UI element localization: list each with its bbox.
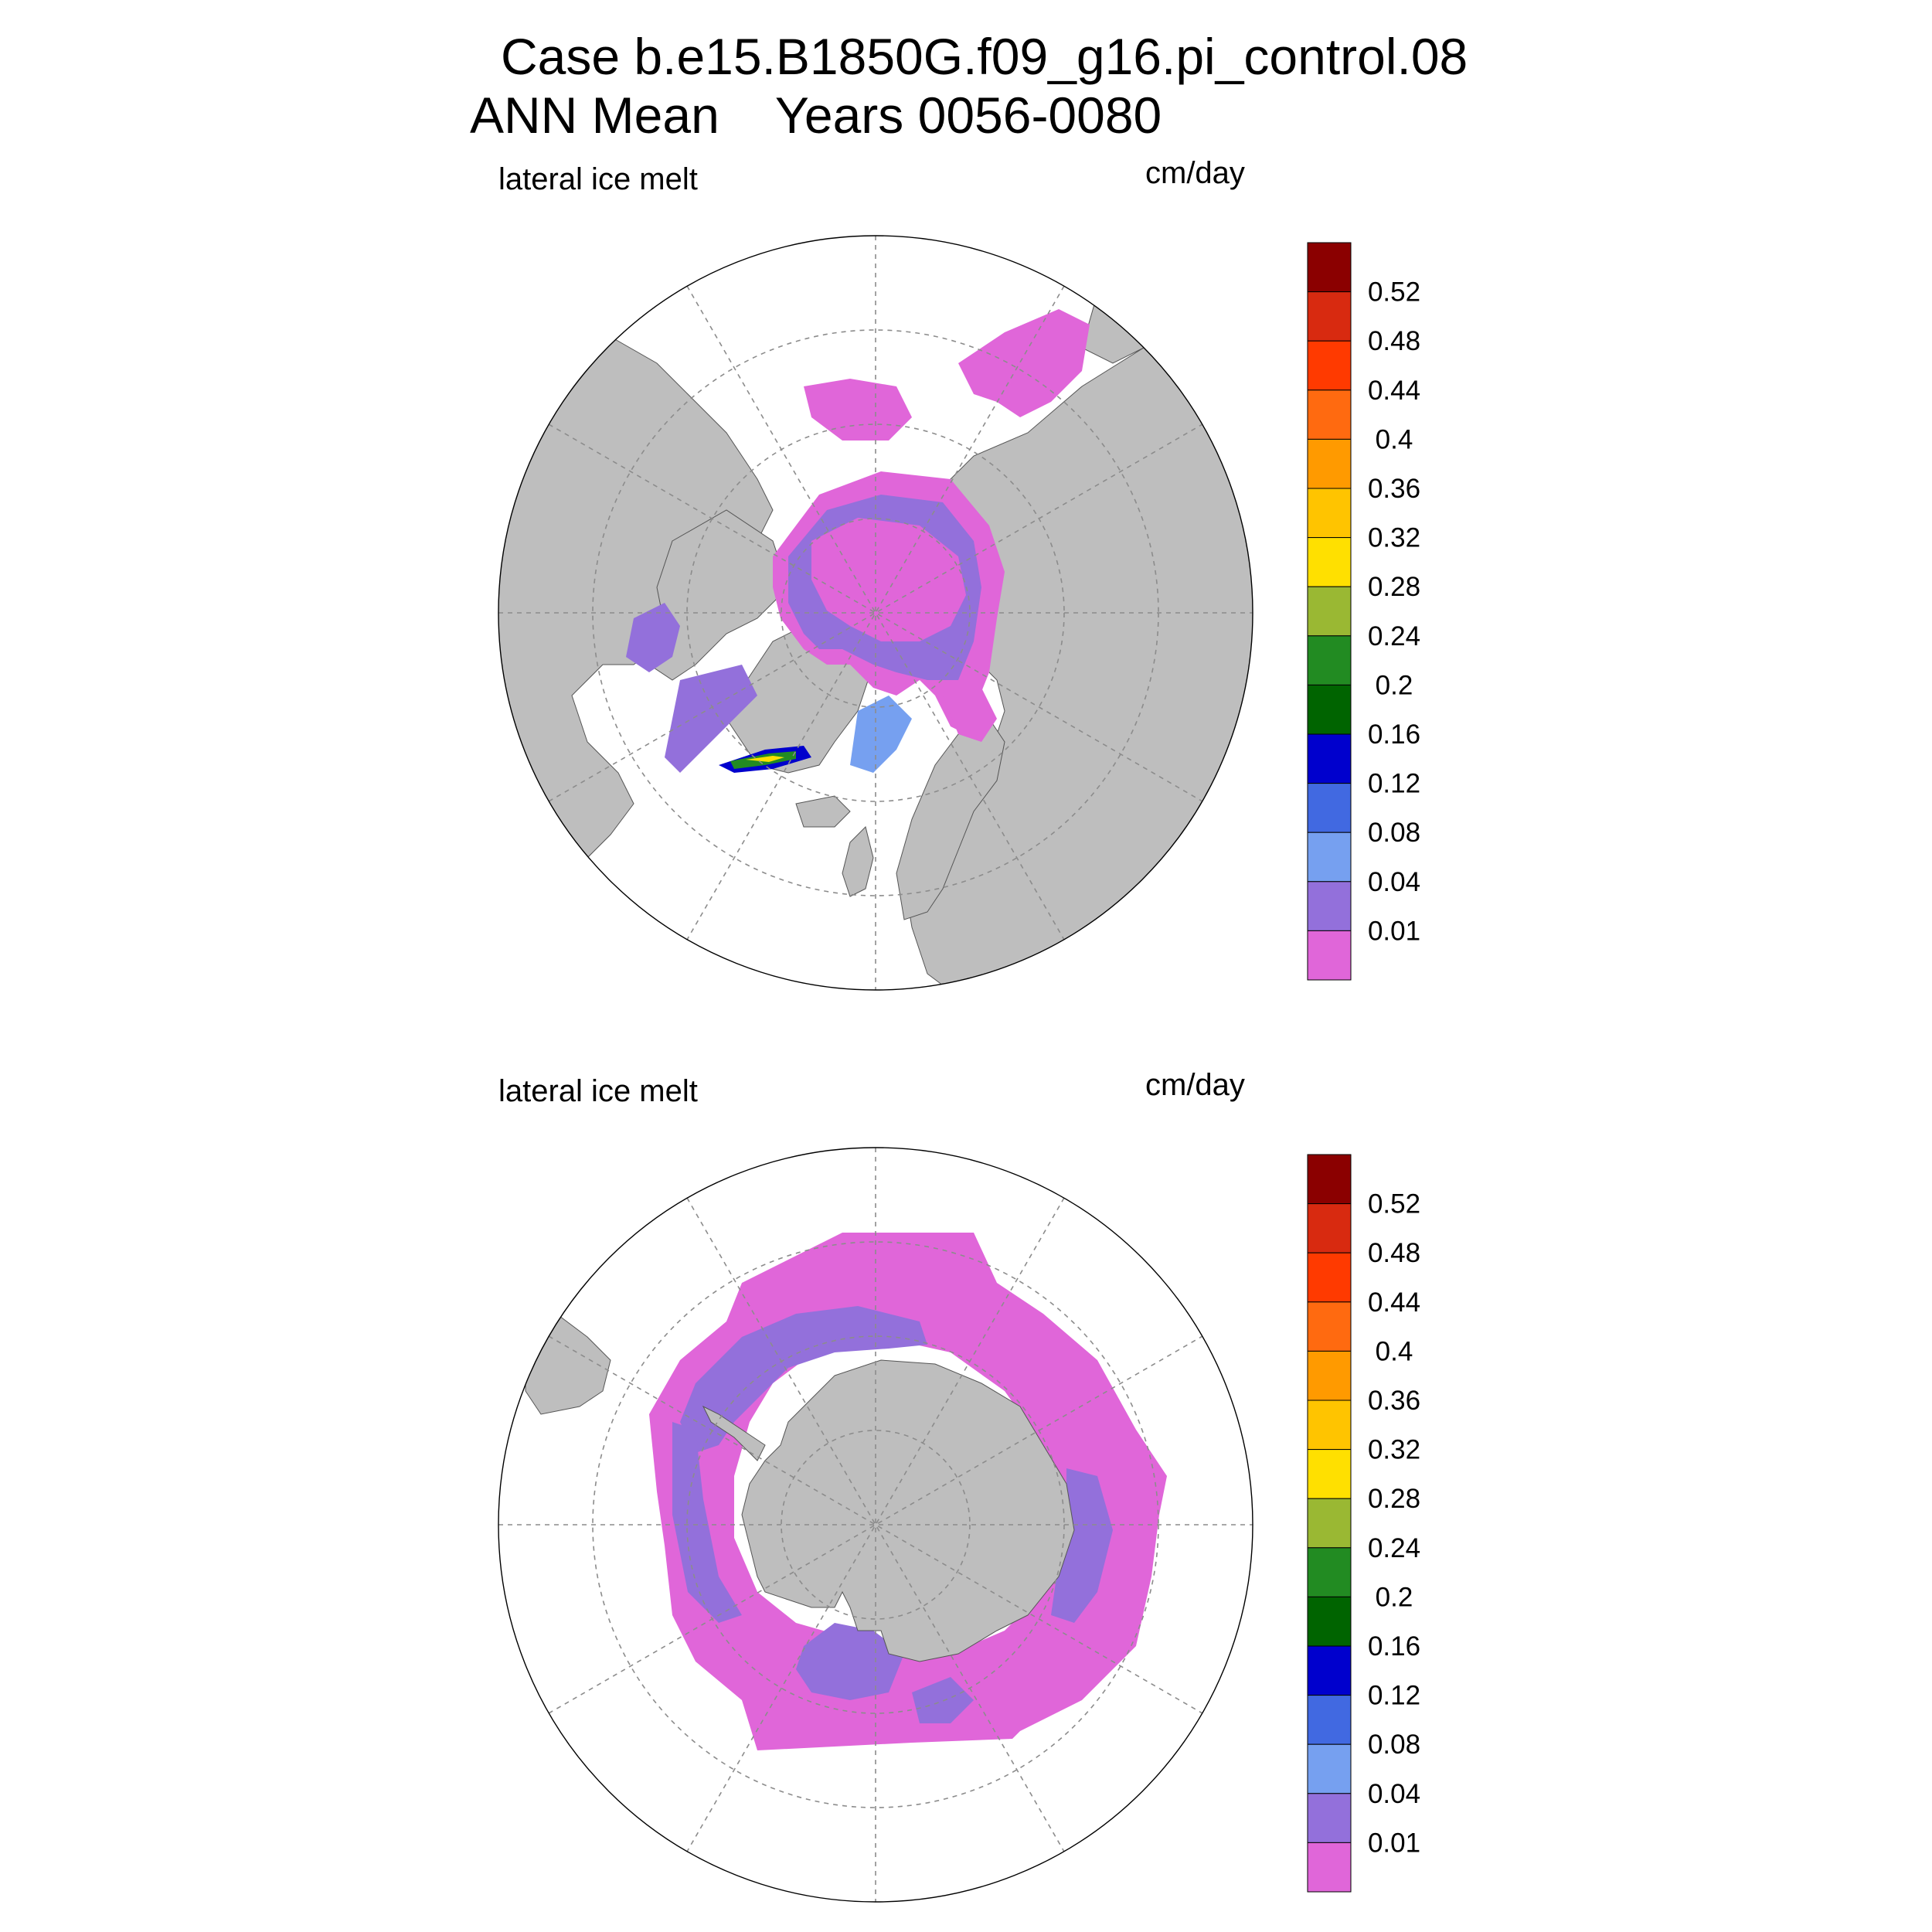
south-ice-purple-southeast <box>912 1677 974 1723</box>
north-colorbar-box <box>1307 340 1352 391</box>
north-colorbar-box <box>1307 733 1352 784</box>
north-colorbar-tick-label: 0.01 <box>1368 916 1420 946</box>
south-land-antarctica <box>741 1359 1075 1662</box>
north-land-iceland <box>795 795 851 828</box>
north-ice-central-pink <box>811 518 966 641</box>
north-colorbar-box <box>1307 242 1352 293</box>
north-colorbar-box <box>1307 684 1352 735</box>
south-colorbar-tick-label: 0.04 <box>1368 1779 1420 1809</box>
north-colorbar-box <box>1307 291 1352 342</box>
north-colorbar-box <box>1307 586 1352 637</box>
north-colorbar-box <box>1307 881 1352 931</box>
north-land-british-isles <box>842 826 874 897</box>
north-colorbar-tick-label: 0.24 <box>1368 621 1420 651</box>
north-ice-melt-band-yellow <box>746 756 784 762</box>
north-panel-units-label: cm/day <box>1145 156 1245 190</box>
north-ice-barents-pink <box>943 688 997 742</box>
south-colorbar-tick-label: 0.16 <box>1368 1631 1420 1662</box>
south-colorbar-box <box>1307 1793 1352 1843</box>
south-map-border <box>498 1147 1253 1903</box>
south-ice-purple-west <box>672 1422 742 1623</box>
south-colorbar-box <box>1307 1400 1352 1451</box>
north-ice-hudson-purple <box>626 603 680 672</box>
north-colorbar-box <box>1307 635 1352 685</box>
north-colorbar-tick-label: 0.08 <box>1368 818 1420 848</box>
south-colorbar-tick-label: 0.28 <box>1368 1484 1420 1514</box>
south-colorbar-box <box>1307 1695 1352 1745</box>
north-colorbar-tick-label: 0.48 <box>1368 326 1420 356</box>
north-map-border <box>498 235 1253 991</box>
south-panel-units-label: cm/day <box>1145 1068 1245 1102</box>
south-graticule <box>498 1148 1253 1902</box>
north-colorbar-box <box>1307 537 1352 587</box>
south-colorbar-tick-label: 0.44 <box>1368 1287 1420 1318</box>
north-colorbar-tick-label: 0.36 <box>1368 474 1420 504</box>
south-colorbar-tick-label: 0.36 <box>1368 1386 1420 1416</box>
south-colorbar-box <box>1307 1301 1352 1352</box>
south-colorbar-tick-label: 0.01 <box>1368 1828 1420 1858</box>
north-colorbar-tick-label: 0.4 <box>1376 424 1413 454</box>
north-ice-okhotsk-pink <box>804 379 912 440</box>
south-colorbar-box <box>1307 1154 1352 1205</box>
south-colorbar-box <box>1307 1842 1352 1893</box>
north-ice-labrador-purple <box>665 665 757 773</box>
north-colorbar-tick-label: 0.04 <box>1368 867 1420 897</box>
north-graticule <box>498 236 1253 990</box>
south-land-peninsula <box>702 1405 766 1461</box>
north-colorbar-box <box>1307 832 1352 883</box>
south-colorbar-box <box>1307 1203 1352 1253</box>
south-ice-purple-ross <box>796 1623 904 1700</box>
south-colorbar-tick-label: 0.4 <box>1376 1336 1413 1366</box>
figure-title-line-1: Case b.e15.B1850G.f09_g16.pi_control.08 <box>501 28 1468 85</box>
south-panel-variable-label: lateral ice melt <box>498 1074 698 1108</box>
figure-title-line-2: ANN Mean Years 0056-0080 <box>470 87 1162 144</box>
south-colorbar-tick-label: 0.52 <box>1368 1189 1420 1219</box>
south-polar-map <box>498 1147 1253 1903</box>
south-colorbar-box <box>1307 1547 1352 1597</box>
north-colorbar-tick-label: 0.32 <box>1368 523 1420 553</box>
north-land-scandinavia <box>896 718 1005 920</box>
north-colorbar-box <box>1307 488 1352 539</box>
north-colorbar-tick-label: 0.44 <box>1368 376 1420 406</box>
north-colorbar-tick-label: 0.52 <box>1368 277 1420 308</box>
north-colorbar-tick-label: 0.2 <box>1376 670 1413 700</box>
south-colorbar-box <box>1307 1449 1352 1499</box>
north-colorbar-box <box>1307 438 1352 489</box>
south-colorbar-box <box>1307 1498 1352 1549</box>
south-colorbar-box <box>1307 1596 1352 1647</box>
south-colorbar: 0.01 0.04 0.08 0.12 0.16 0.2 0.24 0.28 0.32 0.36 0… <box>1307 1154 1420 1893</box>
south-colorbar-box <box>1307 1350 1352 1401</box>
south-colorbar-tick-label: 0.48 <box>1368 1238 1420 1268</box>
south-colorbar-box <box>1307 1743 1352 1794</box>
south-colorbar-tick-label: 0.08 <box>1368 1730 1420 1760</box>
south-ice-purple-weddell <box>680 1306 927 1453</box>
south-colorbar-box <box>1307 1645 1352 1696</box>
north-colorbar-tick-label: 0.16 <box>1368 719 1420 750</box>
north-colorbar: 0.01 0.04 0.08 0.12 0.16 0.2 0.24 0.28 0.32 0.36 0… <box>1307 242 1420 981</box>
south-colorbar-tick-label: 0.2 <box>1376 1582 1413 1612</box>
north-colorbar-box <box>1307 930 1352 981</box>
south-colorbar-tick-label: 0.24 <box>1368 1533 1420 1563</box>
north-colorbar-tick-label: 0.28 <box>1368 572 1420 602</box>
north-colorbar-box <box>1307 389 1352 440</box>
north-panel-variable-label: lateral ice melt <box>498 162 698 196</box>
south-colorbar-tick-label: 0.12 <box>1368 1681 1420 1711</box>
south-colorbar-box <box>1307 1252 1352 1303</box>
north-polar-map <box>498 235 1253 991</box>
north-colorbar-box <box>1307 783 1352 833</box>
north-ice-greenland-sea-blue <box>850 696 912 773</box>
north-ice-bering-pink <box>958 309 1090 417</box>
south-colorbar-tick-label: 0.32 <box>1368 1435 1420 1465</box>
north-colorbar-tick-label: 0.12 <box>1368 769 1420 799</box>
